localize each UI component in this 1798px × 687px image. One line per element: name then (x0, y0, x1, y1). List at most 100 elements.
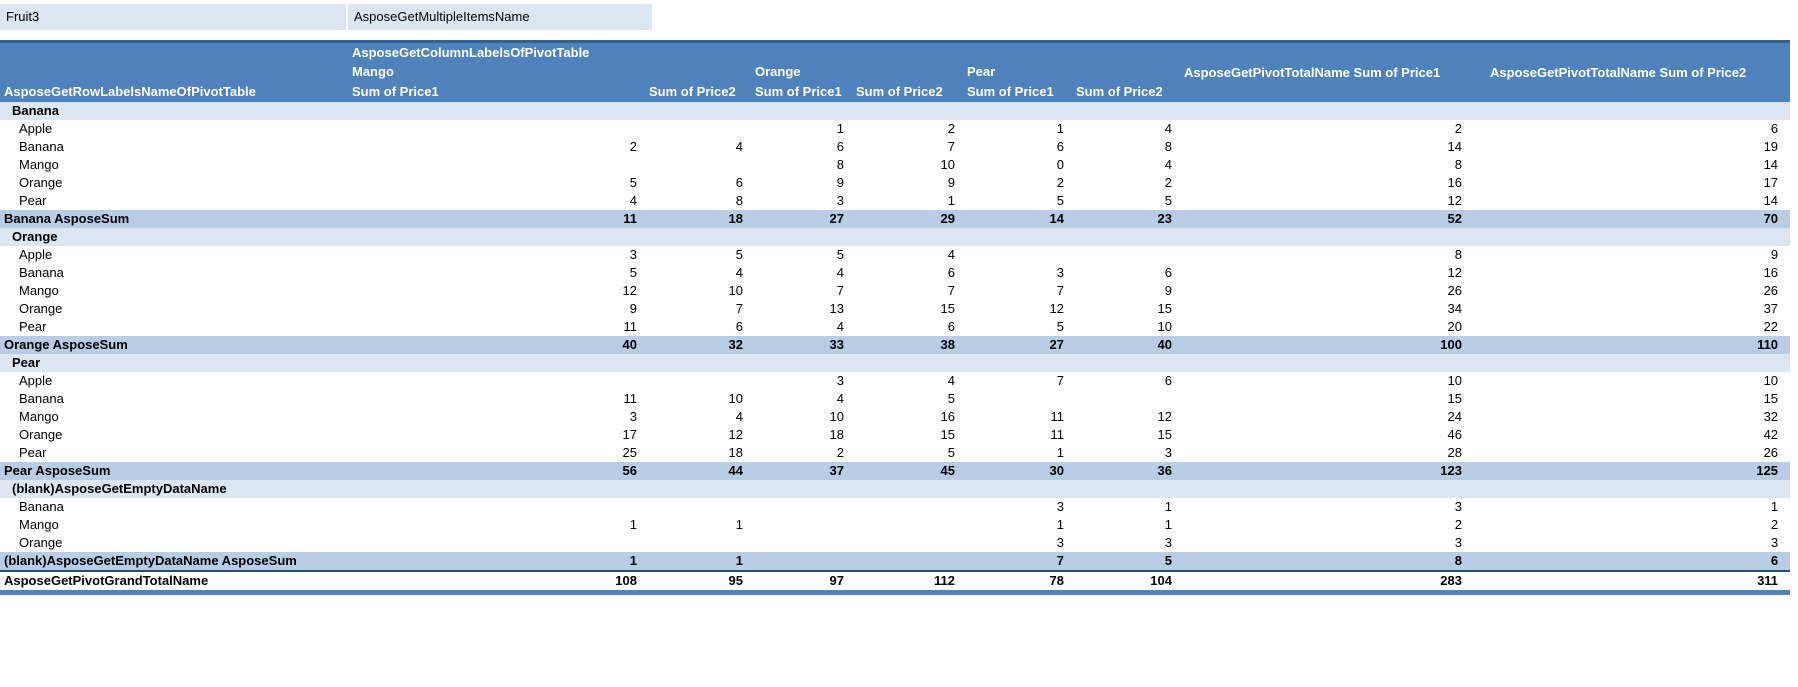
cell-value[interactable]: 14 (1447, 138, 1462, 154)
cell-value[interactable]: 2 (1770, 516, 1779, 532)
cell-value[interactable]: 112 (852, 569, 963, 595)
cell-value[interactable]: 6 (1770, 120, 1779, 136)
cell-value[interactable] (963, 227, 1072, 246)
cell-value[interactable]: 25 (622, 444, 637, 460)
cell-value[interactable] (645, 498, 751, 516)
cell-value[interactable]: 1 (735, 516, 743, 532)
row-label[interactable]: Apple (19, 120, 53, 136)
cell-value[interactable] (963, 479, 1072, 498)
cell-value[interactable]: 11 (623, 318, 638, 334)
cell-value[interactable]: 1 (836, 120, 844, 136)
cell-value[interactable]: 78 (963, 569, 1072, 595)
cell-value[interactable]: 37 (1763, 300, 1779, 316)
cell-value[interactable] (963, 246, 1072, 264)
cell-value[interactable]: 2 (1164, 174, 1172, 190)
row-label[interactable]: Banana (0, 101, 348, 120)
cell-value[interactable] (645, 120, 751, 138)
cell-value[interactable]: 28 (1447, 444, 1462, 460)
cell-value[interactable]: 10 (1763, 372, 1779, 388)
cell-value[interactable]: 32 (1763, 408, 1779, 424)
cell-value[interactable]: 100 (1180, 335, 1470, 354)
cell-value[interactable]: 97 (751, 569, 852, 595)
cell-value[interactable]: 1 (629, 516, 637, 532)
cell-value[interactable]: 34 (1447, 300, 1462, 316)
cell-value[interactable]: 6 (1470, 551, 1791, 571)
cell-value[interactable]: 18 (645, 209, 751, 228)
cell-value[interactable]: 3 (1454, 498, 1462, 514)
cell-value[interactable]: 23 (1072, 209, 1180, 228)
cell-value[interactable]: 104 (1072, 569, 1180, 595)
row-label[interactable]: Mango (19, 282, 59, 298)
cell-value[interactable]: 16 (940, 408, 955, 424)
cell-value[interactable]: 15 (1157, 426, 1172, 442)
cell-value[interactable]: 14 (963, 209, 1072, 228)
header-mango-price2[interactable]: Sum of Price2 (645, 80, 751, 102)
cell-value[interactable]: 3 (1454, 534, 1462, 550)
cell-value[interactable]: 40 (348, 335, 645, 354)
cell-value[interactable]: 27 (963, 335, 1072, 354)
header-total-price2[interactable]: AsposeGetPivotTotalName Sum of Price2 (1470, 61, 1791, 102)
cell-value[interactable] (645, 534, 751, 552)
cell-value[interactable]: 4 (629, 192, 637, 208)
row-label[interactable]: Mango (19, 156, 59, 172)
row-label[interactable]: Orange (19, 300, 63, 316)
cell-value[interactable]: 15 (1763, 390, 1779, 406)
row-label[interactable]: Banana (19, 390, 64, 406)
cell-value[interactable] (852, 498, 963, 516)
cell-value[interactable]: 3 (836, 192, 844, 208)
cell-value[interactable] (348, 372, 645, 390)
header-group-pear[interactable]: Pear (963, 61, 1180, 81)
cell-value[interactable]: 40 (1072, 335, 1180, 354)
cell-value[interactable]: 1 (645, 551, 751, 571)
cell-value[interactable]: 3 (1164, 534, 1172, 550)
cell-value[interactable]: 3 (1770, 534, 1779, 550)
cell-value[interactable]: 17 (1763, 174, 1779, 190)
cell-value[interactable]: 0 (1056, 156, 1064, 172)
cell-value[interactable]: 7 (947, 282, 955, 298)
cell-value[interactable] (1470, 479, 1791, 498)
header-total-price1[interactable]: AsposeGetPivotTotalName Sum of Price1 (1180, 61, 1470, 102)
cell-value[interactable]: 7 (963, 551, 1072, 571)
cell-value[interactable]: 5 (836, 246, 844, 262)
column-labels-title-cell[interactable]: AsposeGetColumnLabelsOfPivotTable (348, 40, 1791, 62)
row-label[interactable]: Pear (19, 318, 47, 334)
cell-value[interactable]: 33 (751, 335, 852, 354)
row-label[interactable]: (blank)AsposeGetEmptyDataName (0, 479, 348, 498)
cell-value[interactable] (348, 101, 645, 120)
cell-value[interactable]: 5 (1072, 551, 1180, 571)
filter-field-cell[interactable]: Fruit3 (0, 4, 348, 30)
cell-value[interactable]: 1 (1056, 120, 1064, 136)
cell-value[interactable]: 4 (836, 390, 844, 406)
row-label[interactable]: Mango (19, 408, 59, 424)
cell-value[interactable] (852, 101, 963, 120)
cell-value[interactable]: 26 (1763, 444, 1779, 460)
cell-value[interactable]: 12 (1157, 408, 1172, 424)
cell-value[interactable]: 8 (1454, 246, 1462, 262)
cell-value[interactable]: 10 (1157, 318, 1172, 334)
cell-value[interactable] (1072, 101, 1180, 120)
cell-value[interactable]: 16 (1763, 264, 1779, 280)
cell-value[interactable]: 1 (1056, 516, 1064, 532)
cell-value[interactable]: 8 (1180, 551, 1470, 571)
row-label[interactable]: Banana (19, 138, 64, 154)
cell-value[interactable] (645, 227, 751, 246)
row-labels-title-cell[interactable]: AsposeGetRowLabelsNameOfPivotTable (0, 40, 348, 102)
cell-value[interactable]: 3 (629, 246, 637, 262)
cell-value[interactable]: 70 (1470, 209, 1791, 228)
cell-value[interactable]: 1 (1056, 444, 1064, 460)
cell-value[interactable]: 15 (1447, 390, 1462, 406)
row-label[interactable]: Orange AsposeSum (0, 335, 348, 354)
cell-value[interactable]: 14 (1763, 156, 1779, 172)
cell-value[interactable]: 37 (751, 461, 852, 480)
cell-value[interactable]: 29 (852, 209, 963, 228)
cell-value[interactable]: 5 (629, 174, 637, 190)
row-label[interactable]: Banana (19, 264, 64, 280)
cell-value[interactable]: 3 (1056, 498, 1064, 514)
cell-value[interactable] (348, 498, 645, 516)
cell-value[interactable]: 9 (1164, 282, 1172, 298)
cell-value[interactable]: 11 (1050, 426, 1065, 442)
cell-value[interactable]: 10 (940, 156, 955, 172)
cell-value[interactable] (751, 227, 852, 246)
cell-value[interactable]: 5 (1056, 318, 1064, 334)
cell-value[interactable]: 8 (735, 192, 743, 208)
